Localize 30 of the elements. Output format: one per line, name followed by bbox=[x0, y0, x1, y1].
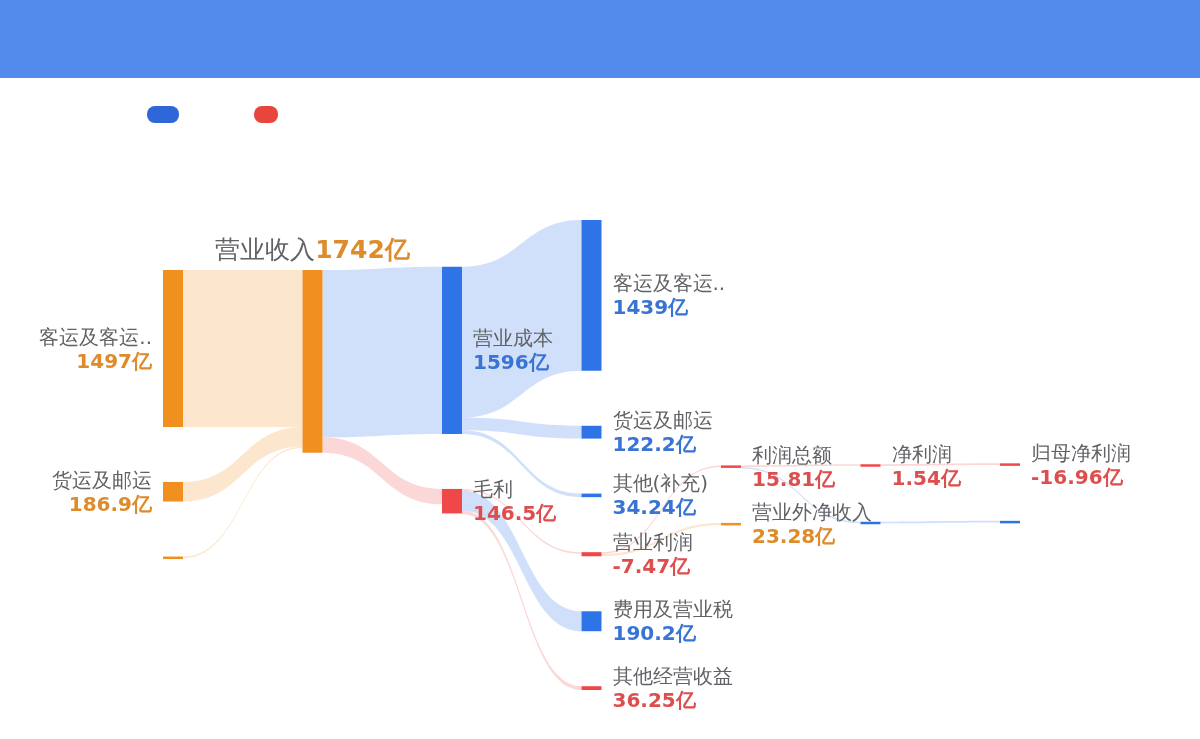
category-label: 费用及营业税 bbox=[612, 597, 733, 622]
data-label: 1742亿 bbox=[315, 235, 411, 265]
data-label: -7.47亿 bbox=[612, 554, 692, 579]
data-label: -16.96亿 bbox=[1031, 464, 1124, 489]
data-label: 122.2亿 bbox=[612, 432, 697, 457]
category-label: 其他(补充) bbox=[612, 471, 709, 496]
category-label: 利润总额 bbox=[752, 442, 832, 467]
category-label: 营业成本 bbox=[473, 326, 553, 351]
category-label: 营业利润 bbox=[612, 530, 693, 555]
category-label: 营业外净收入 bbox=[752, 500, 872, 525]
data-label: 23.28亿 bbox=[752, 524, 837, 549]
category-label: 货运及邮运 bbox=[612, 408, 713, 433]
category-label: 客运及客运.. bbox=[612, 271, 726, 296]
data-label: 186.9亿 bbox=[68, 491, 153, 516]
data-label: 34.24亿 bbox=[612, 495, 697, 520]
category-label: 营业收入 bbox=[215, 235, 316, 265]
category-label: 净利润 bbox=[891, 441, 952, 466]
category-label: 归母净利润 bbox=[1031, 440, 1131, 465]
data-label: 190.2亿 bbox=[612, 621, 697, 646]
data-label: 1497亿 bbox=[76, 348, 153, 373]
data-label: 1439亿 bbox=[612, 295, 690, 320]
category-label: 客运及客运.. bbox=[39, 324, 152, 349]
data-label: 36.25亿 bbox=[612, 688, 697, 713]
data-label: 1596亿 bbox=[473, 350, 550, 375]
data-label: 15.81亿 bbox=[752, 466, 837, 491]
data-label: 1.54亿 bbox=[891, 465, 962, 490]
category-label: 其他经营收益 bbox=[612, 664, 733, 689]
category-label: 毛利 bbox=[473, 477, 513, 502]
data-label: 146.5亿 bbox=[473, 501, 558, 526]
category-label: 货运及邮运 bbox=[52, 467, 152, 492]
